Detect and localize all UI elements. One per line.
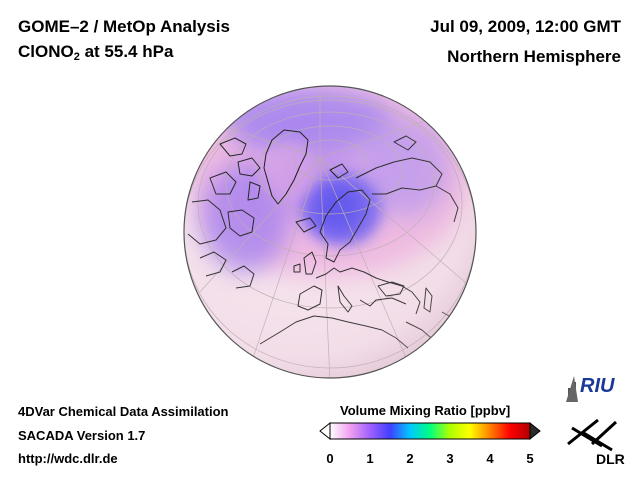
dlr-logo: DLR: [567, 418, 625, 466]
globe-outline: [183, 85, 477, 379]
colorbar-tick-3: 3: [446, 451, 454, 466]
title-line1: GOME–2 / MetOp Analysis: [18, 17, 230, 36]
colorbar-tick-5: 5: [526, 451, 534, 466]
species-subscript: 2: [73, 51, 80, 63]
footer-method: 4DVar Chemical Data Assimilation: [18, 404, 229, 419]
colorbar-title: Volume Mixing Ratio [ppbv]: [340, 403, 511, 418]
species-prefix: ClONO: [18, 42, 74, 61]
colorbar-right-arrow: [529, 421, 541, 441]
footer-url[interactable]: http://wdc.dlr.de: [18, 451, 118, 466]
colorbar-tick-1: 1: [366, 451, 374, 466]
colorbar-ramp: [329, 422, 531, 440]
colorbar: [319, 421, 541, 441]
colorbar-tick-4: 4: [486, 451, 494, 466]
footer-version: SACADA Version 1.7: [18, 428, 146, 443]
colorbar-left-arrow: [319, 421, 331, 441]
title-species: ClONO2 at 55.4 hPa: [18, 42, 173, 63]
species-suffix: at 55.4 hPa: [79, 42, 174, 61]
riu-logo-text: RIU: [580, 375, 615, 397]
globe-map: [183, 85, 477, 379]
dlr-logo-text: DLR: [596, 451, 625, 466]
globe-shade: [184, 86, 476, 378]
colorbar-tick-0: 0: [326, 451, 334, 466]
region-label: Northern Hemisphere: [447, 47, 621, 66]
date-time: Jul 09, 2009, 12:00 GMT: [430, 17, 621, 36]
riu-logo: RIU: [566, 375, 615, 402]
colorbar-tick-2: 2: [406, 451, 414, 466]
